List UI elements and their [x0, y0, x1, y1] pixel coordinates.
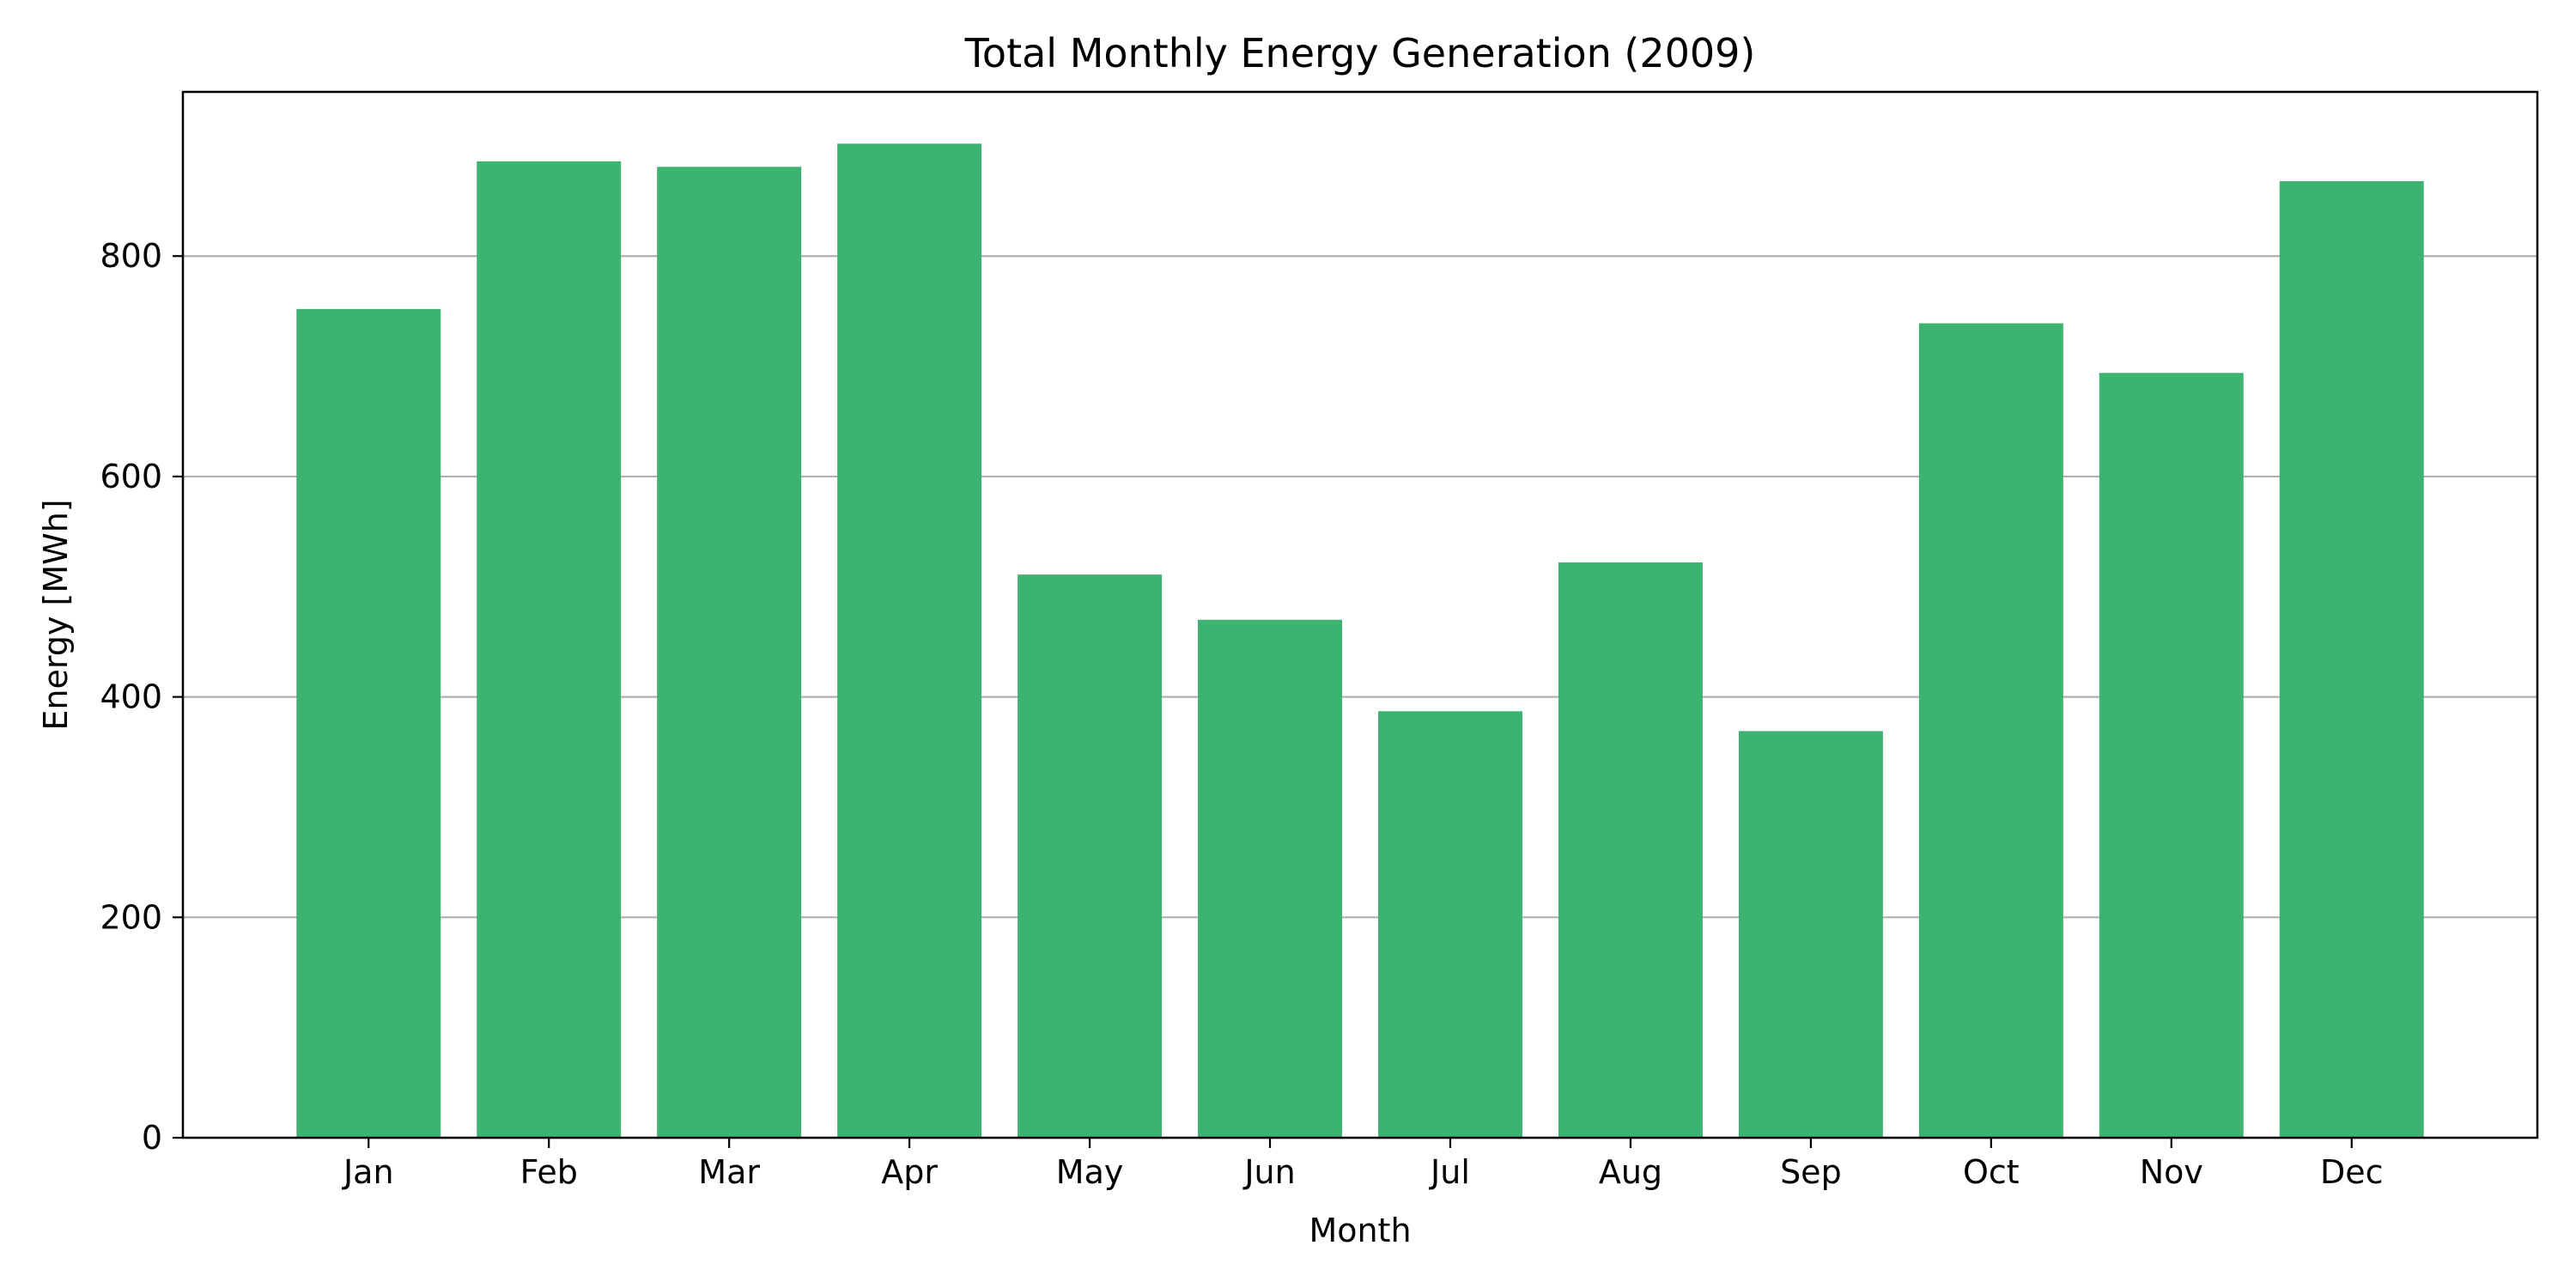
y-tick-label: 600 [100, 458, 162, 495]
bar-jan [296, 308, 441, 1138]
x-tick-label: May [1056, 1153, 1124, 1191]
bar-jun [1198, 619, 1343, 1138]
x-tick-label: Dec [2320, 1153, 2384, 1191]
x-tick-label: Sep [1780, 1153, 1842, 1191]
bar-dec [2279, 180, 2424, 1138]
x-tick-label: Mar [698, 1153, 760, 1191]
bar-mar [657, 167, 802, 1138]
x-tick-label: Jun [1242, 1153, 1295, 1191]
y-tick-label: 800 [100, 237, 162, 275]
axis-ticks: 0 200 400 600 800 Jan Feb Mar Apr May Jun Jul Aug Sep… [100, 237, 2383, 1191]
x-axis-label: Month [1309, 1212, 1411, 1249]
x-tick-label: Oct [1963, 1153, 2020, 1191]
bar-aug [1558, 562, 1703, 1138]
bar-feb [477, 161, 622, 1138]
bar-oct [1918, 323, 2063, 1138]
plot-frame [181, 90, 2539, 1139]
bars [296, 143, 2424, 1138]
y-axis-label: Energy [MWh] [37, 499, 75, 730]
bar-nov [2099, 373, 2244, 1138]
y-tick-label: 200 [100, 898, 162, 936]
chart-title: Total Monthly Energy Generation (2009) [964, 30, 1756, 76]
x-tick-label: Aug [1599, 1153, 1662, 1191]
bar-sep [1738, 731, 1883, 1138]
y-tick-label: 400 [100, 678, 162, 716]
bar-apr [837, 143, 982, 1138]
bar-may [1018, 574, 1163, 1138]
x-tick-label: Jul [1429, 1153, 1470, 1191]
x-tick-label: Apr [881, 1153, 938, 1191]
y-tick-label: 0 [142, 1119, 162, 1157]
x-tick-label: Feb [520, 1153, 578, 1191]
x-tick-label: Jan [342, 1153, 394, 1191]
x-tick-label: Nov [2140, 1153, 2203, 1191]
bar-jul [1377, 711, 1522, 1138]
